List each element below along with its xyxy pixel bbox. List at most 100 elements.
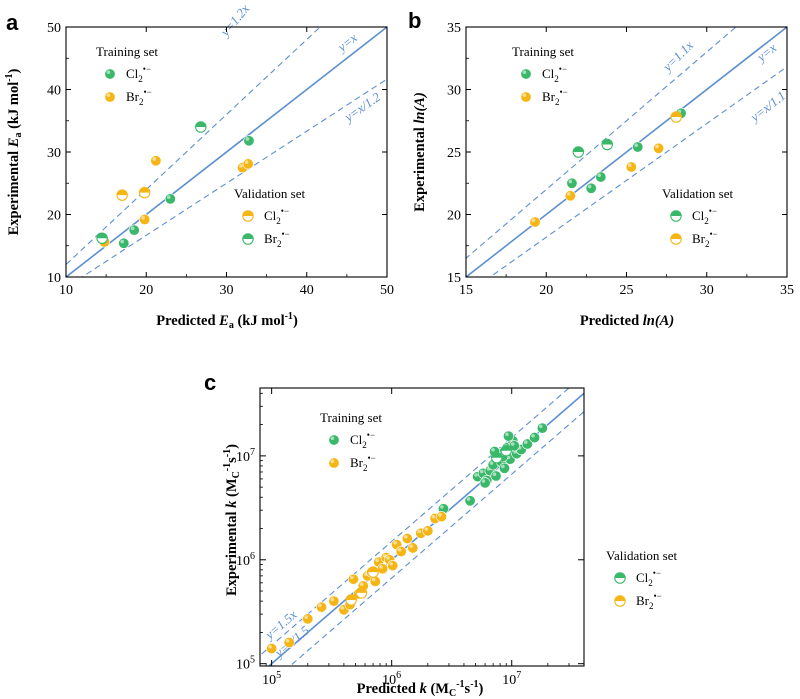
legend-validation-title: Validation set [234, 186, 306, 201]
point-training-cl2 [243, 135, 255, 147]
legend-training-entry: Cl2•− [350, 430, 375, 450]
axis-ticks: 105 105 106 106 107 107 [236, 388, 584, 688]
point-training-br2 [653, 142, 665, 154]
point-validation-br2 [355, 587, 368, 599]
panel-c-xlabel: Predicted k (MC-1s-1) [357, 679, 484, 699]
legend-training-marker [520, 68, 532, 80]
x-tick-label: 30 [700, 283, 714, 298]
y-tick-label: 15 [447, 271, 461, 286]
legend-training-marker [328, 434, 340, 446]
y-tick-label: 20 [47, 209, 61, 224]
point-training-br2 [395, 546, 407, 558]
legend-training: Training set Cl2•− Br2•− [320, 410, 382, 473]
x-tick-label: 20 [139, 283, 153, 298]
x-tick-label: 30 [220, 283, 234, 298]
y-tick-label: 105 [236, 655, 255, 673]
legend-validation-title: Validation set [606, 548, 678, 563]
legend-training-marker [104, 91, 116, 103]
panel-c: c y=1.5xy=x/1.5105105106106107107Trainin… [204, 370, 678, 699]
point-training-br2 [422, 525, 434, 537]
panel-a-xlabel: Predicted Ea (kJ mol-1) [156, 311, 298, 331]
point-validation-br2 [345, 594, 357, 606]
y-tick-label: 30 [47, 146, 61, 161]
data-points [529, 107, 687, 228]
legend-validation: Validation set Cl2•− Br2•− [606, 548, 678, 611]
y-tick-label: 25 [447, 146, 461, 161]
x-tick-label: 25 [620, 283, 634, 298]
point-training-br2 [315, 601, 327, 613]
panel-c-ylabel: Experimental k (MC-1s-1) [222, 444, 242, 596]
point-training-br2 [407, 542, 419, 554]
point-validation-br2 [195, 121, 207, 133]
x-tick-label: 35 [780, 283, 794, 298]
axis-ticks: 10 20 30 40 50 10 20 30 40 50 [47, 21, 394, 298]
point-training-cl2 [464, 495, 476, 507]
legend-validation-entry: Br2•− [636, 591, 662, 611]
point-training-cl2 [595, 171, 607, 183]
legend-validation-marker [614, 595, 626, 607]
reference-line-y=x/1.1 [489, 66, 787, 277]
point-training-br2 [401, 533, 413, 545]
point-training-br2 [150, 155, 162, 167]
legend-training-entry: Cl2•− [542, 64, 567, 84]
reference-line-label: y=x [752, 40, 779, 66]
point-training-br2 [377, 563, 389, 575]
point-training-cl2 [585, 182, 597, 194]
point-validation-cl2 [116, 189, 128, 201]
legend-training-title: Training set [320, 410, 382, 425]
reference-line-label: y=1.1x [658, 37, 696, 75]
legend-validation-marker [614, 572, 626, 584]
legend-validation-entry: Cl2•− [692, 206, 717, 226]
panel-b: b y=x y=1.1x y=x/1.1 15 20 25 30 35 15 20 25 30 35 Tr… [408, 8, 794, 329]
legend-validation: Validation set Cl2•− Br2•− [662, 186, 734, 249]
y-tick-label: 35 [447, 21, 461, 36]
panel-a-ylabel: Experimental Ea (kJ mol-1) [4, 68, 24, 235]
point-validation-cl2 [572, 146, 585, 158]
x-tick-label: 15 [459, 283, 473, 298]
point-training-br2 [625, 161, 637, 173]
legend-validation-marker [242, 233, 254, 245]
legend-validation-marker [670, 210, 682, 222]
point-training-cl2 [529, 432, 541, 444]
panel-letter-b: b [408, 8, 421, 33]
reference-line-y=x [466, 27, 787, 277]
reference-line-y=1.5x [260, 388, 570, 657]
x-tick-label: 10 [59, 283, 73, 298]
point-training-br2 [564, 190, 576, 202]
legend-validation-title: Validation set [662, 186, 734, 201]
reference-lines [66, 27, 387, 277]
reference-line-y=x/1.5 [289, 410, 584, 666]
legend-validation-marker [670, 233, 682, 245]
point-training-cl2 [632, 141, 644, 153]
legend-training-title: Training set [96, 44, 158, 59]
y-tick-label: 106 [236, 551, 255, 569]
legend-training: Training set Cl2•− Br2•− [96, 44, 158, 107]
reference-lines [466, 27, 787, 277]
legend-validation-entry: Cl2•− [264, 206, 289, 226]
x-tick-label: 107 [502, 670, 521, 688]
point-training-cl2 [502, 430, 514, 442]
legend-training-marker [328, 457, 340, 469]
reference-line-y=x [66, 27, 387, 277]
legend-validation: Validation set Cl2•− Br2•− [234, 186, 306, 249]
data-points [266, 422, 548, 655]
plot-frame [259, 387, 585, 667]
point-training-cl2 [536, 422, 548, 434]
y-tick-label: 20 [447, 209, 461, 224]
point-training-cl2 [128, 224, 140, 236]
reference-line-label: y=x/1.1 [746, 88, 788, 126]
panel-letter-a: a [6, 10, 19, 35]
legend-validation-entry: Cl2•− [636, 568, 661, 588]
point-validation-br2 [96, 232, 108, 245]
y-tick-label: 107 [236, 447, 255, 465]
point-validation-br2 [367, 566, 379, 578]
legend-validation-entry: Br2•− [264, 229, 290, 249]
point-training-br2 [242, 158, 254, 170]
point-training-br2 [328, 595, 340, 607]
data-points [96, 121, 255, 249]
point-training-cl2 [118, 237, 130, 249]
y-tick-label: 30 [447, 84, 461, 99]
reference-line-y=1.1x [466, 27, 737, 259]
x-tick-label: 106 [382, 670, 401, 688]
